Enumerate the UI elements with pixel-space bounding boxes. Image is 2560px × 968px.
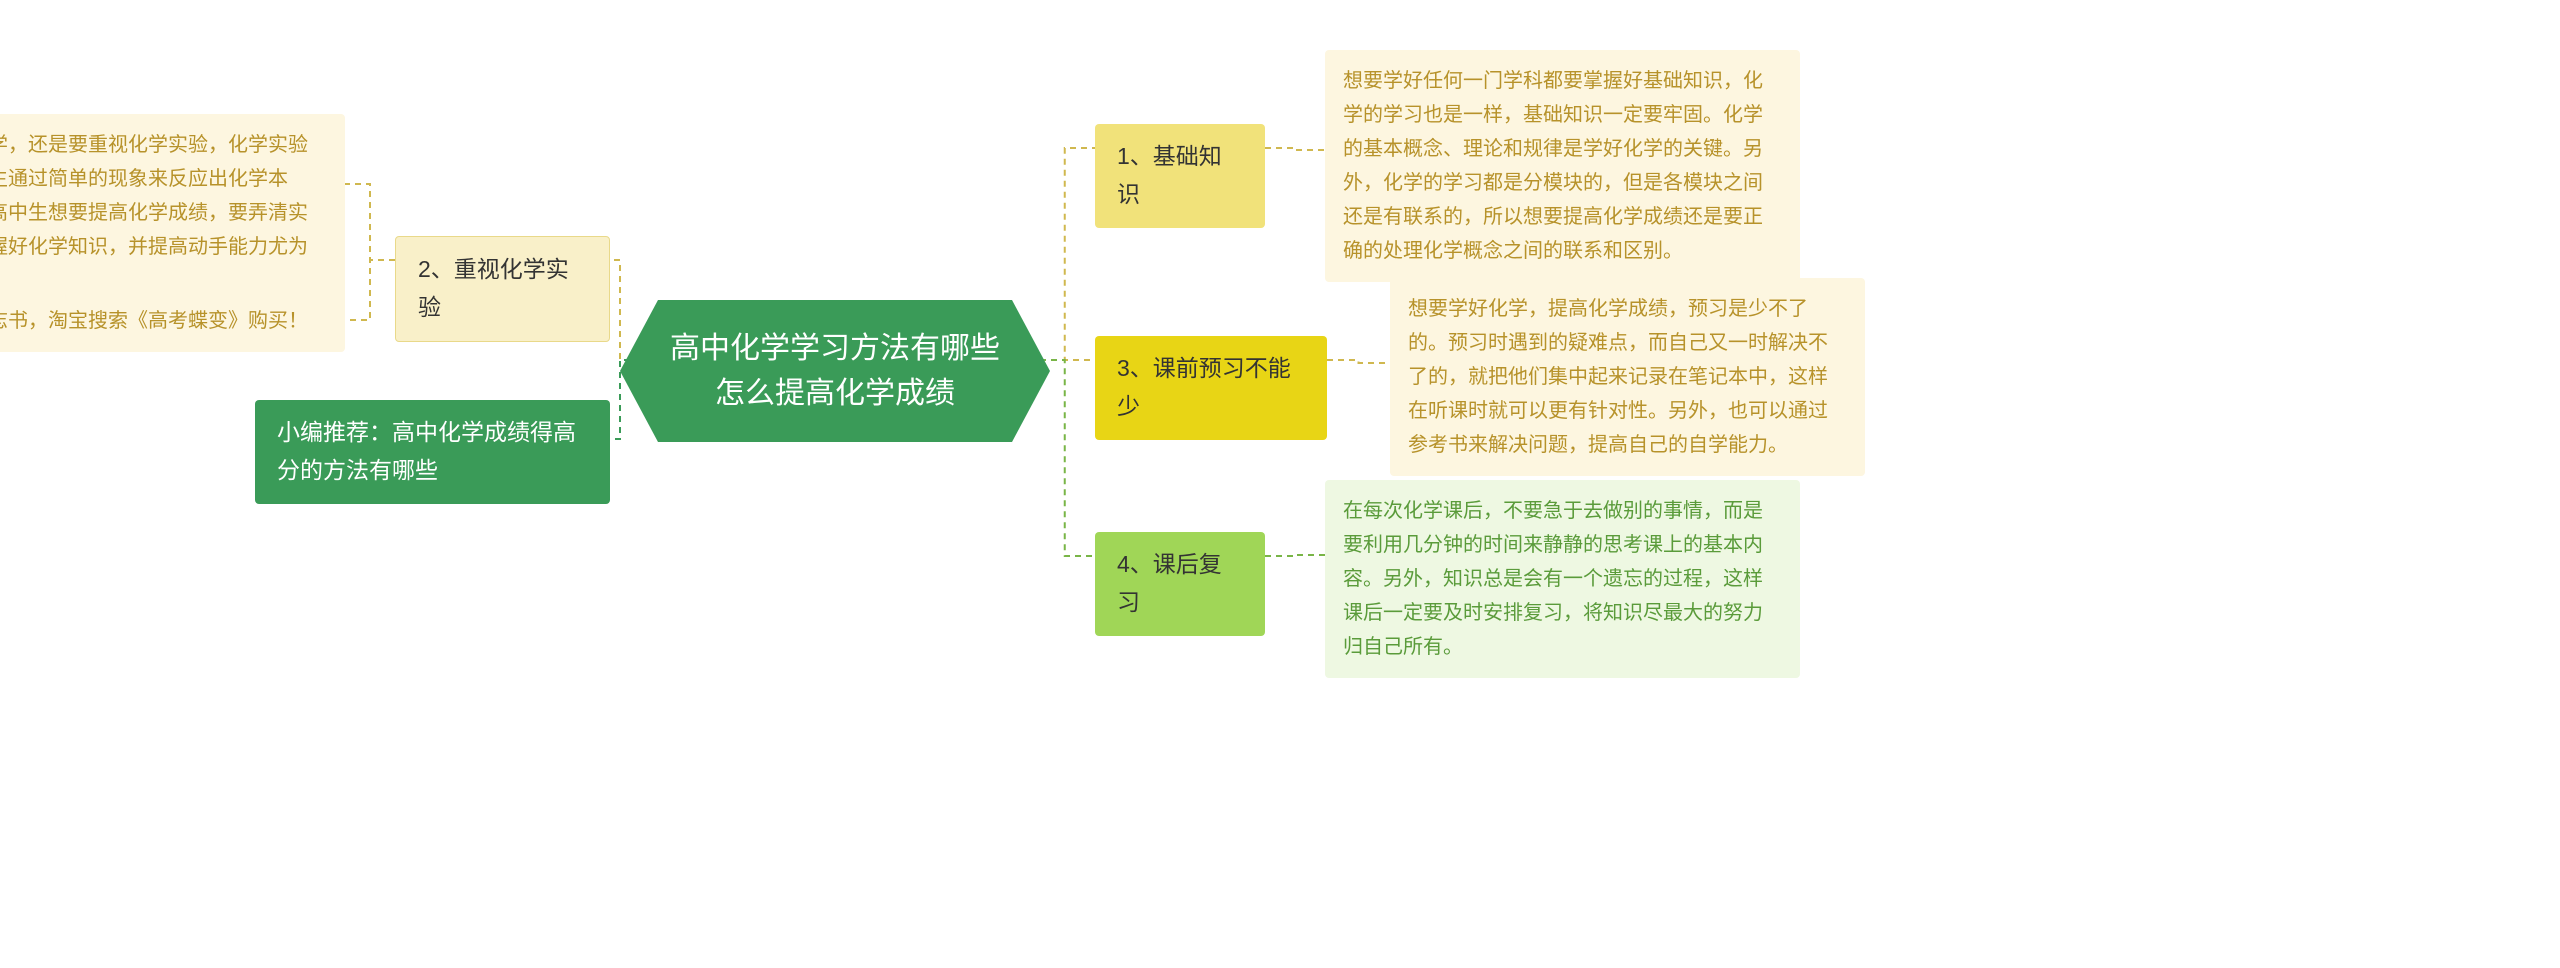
branch-4-review: 4、课后复习 (1095, 532, 1265, 636)
branch-2-experiment: 2、重视化学实验 (395, 236, 610, 342)
recommend-node: 小编推荐：高中化学成绩得高分的方法有哪些 (255, 400, 610, 504)
branch-1-detail: 想要学好任何一门学科都要掌握好基础知识，化学的学习也是一样，基础知识一定要牢固。… (1325, 50, 1800, 282)
branch-4-detail: 在每次化学课后，不要急于去做别的事情，而是要利用几分钟的时间来静静的思考课上的基… (1325, 480, 1800, 678)
center-line1: 高中化学学习方法有哪些 (660, 326, 1010, 371)
center-topic: 高中化学学习方法有哪些 怎么提高化学成绩 (620, 300, 1050, 442)
branch-3-detail: 想要学好化学，提高化学成绩，预习是少不了的。预习时遇到的疑难点，而自己又一时解决… (1390, 278, 1865, 476)
branch-1-basics: 1、基础知识 (1095, 124, 1265, 228)
branch-2-detail-1: 最牛高考励志书，淘宝搜索《高考蝶变》购买！ (0, 290, 345, 352)
branch-2-detail-0: 想要学好化学，还是要重视化学实验，化学实验可以让高中生通过简单的现象来反应出化学… (0, 114, 345, 312)
branch-3-preview: 3、课前预习不能少 (1095, 336, 1327, 440)
center-line2: 怎么提高化学成绩 (660, 371, 1010, 416)
